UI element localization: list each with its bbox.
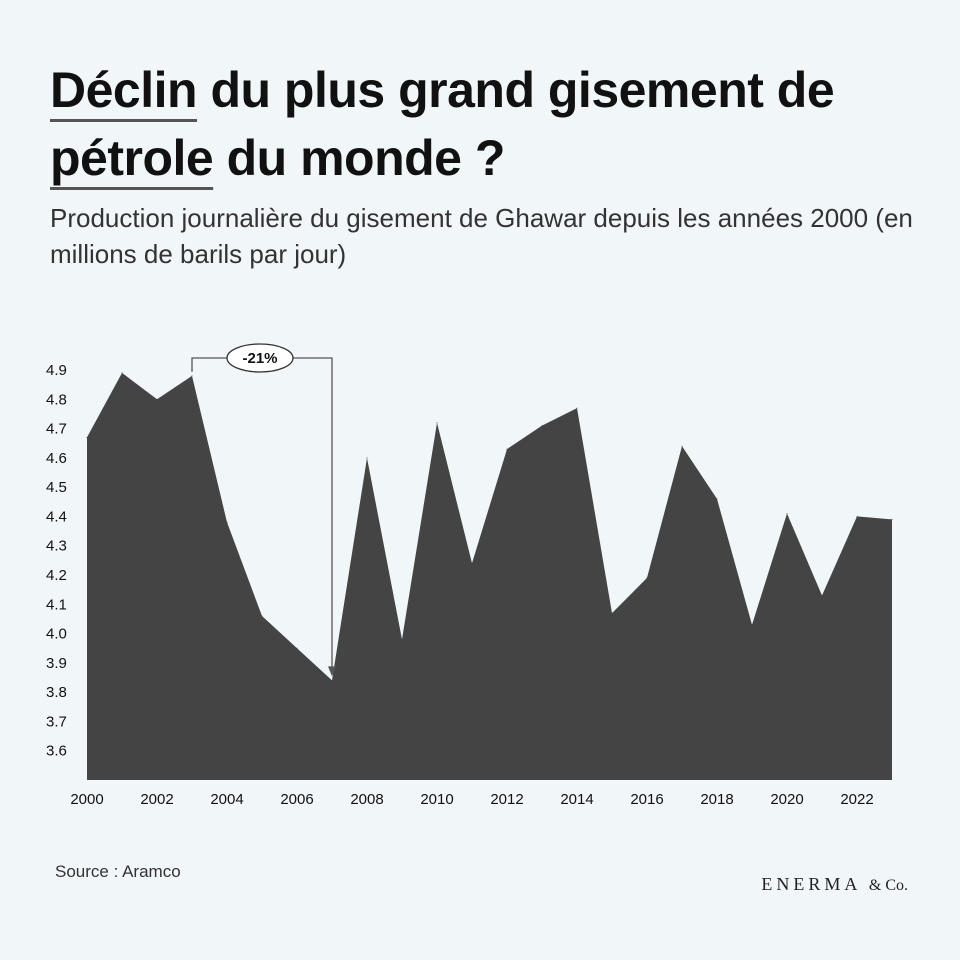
x-tick-label: 2002 bbox=[140, 791, 173, 808]
y-tick-label: 4.3 bbox=[46, 538, 67, 555]
data-point-2012 bbox=[506, 448, 508, 450]
title-text: du plus grand gisement de bbox=[197, 62, 835, 118]
x-tick-label: 2000 bbox=[70, 791, 103, 808]
x-tick-label: 2008 bbox=[350, 791, 383, 808]
x-tick-label: 2016 bbox=[630, 791, 663, 808]
data-point-2023 bbox=[891, 518, 893, 520]
data-point-2005 bbox=[261, 615, 263, 617]
data-point-2010 bbox=[436, 422, 438, 424]
data-point-2003 bbox=[191, 375, 193, 377]
data-point-2021 bbox=[821, 595, 823, 596]
x-tick-label: 2004 bbox=[210, 791, 243, 808]
data-point-2000 bbox=[86, 436, 88, 438]
data-point-2007 bbox=[331, 679, 333, 681]
brand-name: ENERMA bbox=[761, 874, 861, 894]
data-point-2013 bbox=[541, 425, 543, 427]
annotation-arrowhead bbox=[328, 666, 336, 677]
y-tick-label: 4.6 bbox=[46, 450, 67, 467]
y-tick-label: 4.1 bbox=[46, 596, 67, 613]
y-tick-label: 3.7 bbox=[46, 713, 67, 730]
y-tick-label: 3.6 bbox=[46, 743, 67, 760]
data-point-2001 bbox=[121, 372, 123, 374]
data-point-2011 bbox=[471, 562, 473, 564]
brand-suffix: & Co. bbox=[868, 877, 908, 894]
data-point-2014 bbox=[576, 407, 578, 409]
x-tick-label: 2014 bbox=[560, 791, 593, 808]
chart-title: Déclin du plus grand gisement de pétrole… bbox=[50, 56, 930, 192]
y-tick-label: 3.9 bbox=[46, 655, 67, 672]
data-point-2004 bbox=[226, 521, 228, 523]
annotation-label: -21% bbox=[242, 350, 277, 367]
data-point-2009 bbox=[401, 638, 403, 640]
annotation-badge bbox=[226, 343, 294, 373]
x-tick-label: 2012 bbox=[490, 791, 523, 808]
x-tick-label: 2006 bbox=[280, 791, 313, 808]
x-tick-label: 2018 bbox=[700, 791, 733, 808]
title-underlined-word: pétrole bbox=[50, 130, 214, 186]
x-tick-label: 2020 bbox=[770, 791, 803, 808]
y-tick-label: 4.4 bbox=[46, 508, 67, 525]
chart-subtitle: Production journalière du gisement de Gh… bbox=[50, 203, 913, 269]
y-tick-label: 4.7 bbox=[46, 421, 67, 438]
data-point-2008 bbox=[366, 457, 368, 459]
y-tick-label: 3.8 bbox=[46, 684, 67, 701]
y-tick-label: 4.8 bbox=[46, 391, 67, 408]
data-point-2016 bbox=[646, 577, 648, 579]
data-point-2019 bbox=[751, 624, 753, 626]
data-point-2022 bbox=[856, 515, 858, 517]
title-text: du monde ? bbox=[213, 130, 506, 186]
brand-logo: ENERMA & Co. bbox=[761, 874, 908, 895]
y-tick-label: 4.0 bbox=[46, 626, 67, 643]
x-tick-label: 2022 bbox=[840, 791, 873, 808]
source-note: Source : Aramco bbox=[55, 862, 181, 881]
data-point-2017 bbox=[681, 445, 683, 447]
data-point-2015 bbox=[611, 612, 613, 614]
area-chart: 3.6 3.7 3.8 3.9 4.0 4.1 4.2 4.3 4.4 4.5 4.6 4.7 4.8 4… bbox=[46, 343, 893, 808]
x-tick-label: 2010 bbox=[420, 791, 453, 808]
title-underlined-word: Déclin bbox=[50, 62, 198, 118]
data-point-2020 bbox=[786, 513, 788, 514]
area-series bbox=[87, 372, 892, 780]
y-tick-label: 4.9 bbox=[46, 362, 67, 379]
data-point-2018 bbox=[716, 498, 718, 500]
y-tick-label: 4.5 bbox=[46, 479, 67, 496]
data-point-2006 bbox=[296, 647, 298, 649]
data-point-2002 bbox=[156, 398, 158, 400]
y-tick-label: 4.2 bbox=[46, 567, 67, 584]
